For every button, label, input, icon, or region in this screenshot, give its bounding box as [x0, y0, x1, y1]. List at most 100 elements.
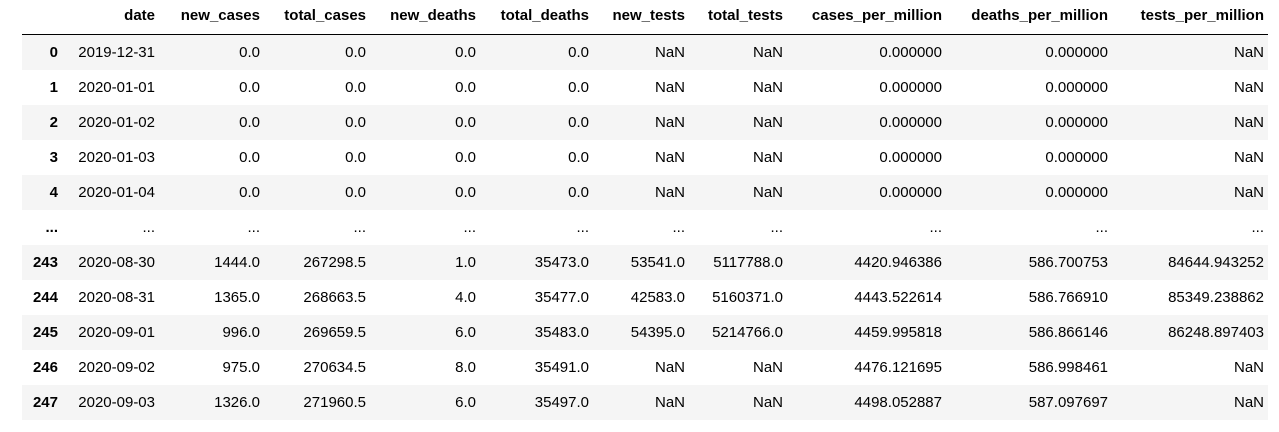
table-cell: ... [142, 218, 155, 236]
table-cell: 0.0 [568, 113, 589, 131]
table-cell: 2020-09-01 [78, 323, 155, 341]
table-cell: NaN [654, 393, 685, 411]
table-cell: 85349.238862 [1168, 288, 1264, 306]
table-cell: 271960.5 [303, 393, 366, 411]
table-cell: 35497.0 [534, 393, 589, 411]
table-cell: 0.0 [239, 148, 260, 166]
table-cell: 2020-08-30 [78, 253, 155, 271]
table-cell: 5160371.0 [712, 288, 783, 306]
table-row: 0 2019-12-31 0.0 0.0 0.0 0.0 NaN NaN 0.0… [22, 34, 1268, 70]
table-cell: 267298.5 [303, 253, 366, 271]
index-header [22, 0, 62, 35]
table-cell: NaN [752, 393, 783, 411]
row-index: 245 [32, 323, 58, 341]
dataframe-table: date new_cases total_cases new_deaths to… [22, 0, 1268, 420]
table-cell: 1326.0 [214, 393, 260, 411]
column-header-new-deaths: new_deaths [370, 0, 480, 35]
column-header-new-cases: new_cases [159, 0, 264, 35]
table-cell: 586.700753 [1028, 253, 1108, 271]
table-row: 245 2020-09-01 996.0 269659.5 6.0 35483.… [22, 314, 1268, 350]
table-cell: ... [247, 218, 260, 236]
table-cell: 0.0 [345, 148, 366, 166]
table-cell: 2020-01-01 [78, 78, 155, 96]
table-cell: 0.000000 [879, 78, 942, 96]
dataframe-output: date new_cases total_cases new_deaths to… [22, 0, 1268, 420]
table-row: 247 2020-09-03 1326.0 271960.5 6.0 35497… [22, 384, 1268, 420]
table-cell: NaN [1233, 113, 1264, 131]
column-header-total-tests: total_tests [689, 0, 787, 35]
table-row: 244 2020-08-31 1365.0 268663.5 4.0 35477… [22, 280, 1268, 315]
table-cell: ... [576, 218, 589, 236]
row-index: 243 [32, 253, 58, 271]
table-cell: 0.000000 [879, 183, 942, 201]
table-cell: 586.866146 [1028, 323, 1108, 341]
table-cell: 1365.0 [214, 288, 260, 306]
table-cell: NaN [654, 183, 685, 201]
table-cell: 996.0 [222, 323, 260, 341]
table-cell: NaN [654, 148, 685, 166]
table-cell: 35477.0 [534, 288, 589, 306]
table-cell: ... [463, 218, 476, 236]
row-index: 4 [49, 183, 58, 201]
table-cell: 4498.052887 [854, 393, 942, 411]
table-row: 246 2020-09-02 975.0 270634.5 8.0 35491.… [22, 350, 1268, 385]
table-row: 3 2020-01-03 0.0 0.0 0.0 0.0 NaN NaN 0.0… [22, 140, 1268, 175]
row-index: 2 [49, 113, 58, 131]
table-cell: 586.766910 [1028, 288, 1108, 306]
row-index: 246 [32, 358, 58, 376]
table-cell: 2020-01-04 [78, 183, 155, 201]
table-cell: 54395.0 [630, 323, 685, 341]
table-cell: 0.0 [568, 43, 589, 61]
table-cell: 0.000000 [1045, 183, 1108, 201]
ellipsis-row: ... ... ... ... ... ... ... ... ... ... … [22, 210, 1268, 245]
table-cell: 2020-01-03 [78, 148, 155, 166]
table-cell: ... [1251, 218, 1264, 236]
table-cell: 4.0 [455, 288, 476, 306]
table-cell: 53541.0 [630, 253, 685, 271]
table-cell: ... [770, 218, 783, 236]
table-cell: NaN [1233, 358, 1264, 376]
table-cell: 269659.5 [303, 323, 366, 341]
table-cell: NaN [752, 148, 783, 166]
table-cell: 1.0 [455, 253, 476, 271]
row-index: ... [45, 218, 58, 236]
row-index: 3 [49, 148, 58, 166]
column-header-total-deaths: total_deaths [480, 0, 593, 35]
table-cell: ... [1095, 218, 1108, 236]
row-index: 244 [32, 288, 58, 306]
table-cell: 0.0 [568, 148, 589, 166]
column-header-tests-per-million: tests_per_million [1112, 0, 1268, 35]
table-cell: 35491.0 [534, 358, 589, 376]
table-cell: 1444.0 [214, 253, 260, 271]
table-cell: ... [353, 218, 366, 236]
table-cell: 0.000000 [879, 113, 942, 131]
table-cell: 0.000000 [1045, 43, 1108, 61]
table-cell: 0.0 [568, 183, 589, 201]
table-cell: NaN [1233, 43, 1264, 61]
table-cell: 35473.0 [534, 253, 589, 271]
table-cell: NaN [752, 113, 783, 131]
table-cell: 0.0 [345, 183, 366, 201]
table-cell: 270634.5 [303, 358, 366, 376]
table-cell: 0.0 [455, 148, 476, 166]
table-cell: NaN [1233, 183, 1264, 201]
table-cell: 2020-01-02 [78, 113, 155, 131]
table-cell: 4476.121695 [854, 358, 942, 376]
table-cell: 0.000000 [1045, 113, 1108, 131]
header-row: date new_cases total_cases new_deaths to… [22, 0, 1268, 35]
table-cell: 4443.522614 [854, 288, 942, 306]
table-row: 2 2020-01-02 0.0 0.0 0.0 0.0 NaN NaN 0.0… [22, 104, 1268, 140]
table-cell: 2020-09-03 [78, 393, 155, 411]
table-cell: 0.000000 [1045, 78, 1108, 96]
table-cell: 0.0 [455, 43, 476, 61]
table-cell: 0.0 [455, 78, 476, 96]
table-cell: 86248.897403 [1168, 323, 1264, 341]
table-row: 4 2020-01-04 0.0 0.0 0.0 0.0 NaN NaN 0.0… [22, 174, 1268, 210]
table-cell: 0.000000 [879, 148, 942, 166]
table-cell: 84644.943252 [1168, 253, 1264, 271]
table-cell: NaN [1233, 393, 1264, 411]
table-cell: 0.0 [455, 183, 476, 201]
table-cell: 0.0 [345, 43, 366, 61]
table-cell: 0.000000 [879, 43, 942, 61]
table-cell: 5214766.0 [712, 323, 783, 341]
